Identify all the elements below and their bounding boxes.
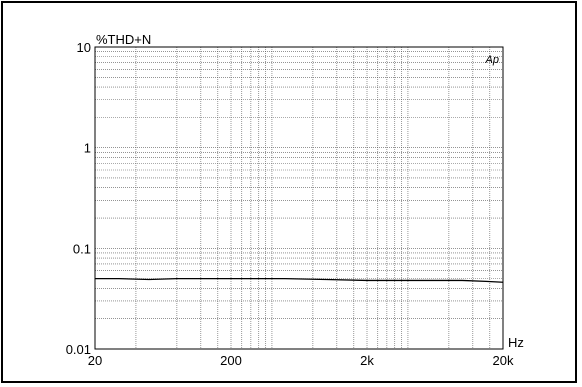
x-tick-label: 2k	[360, 353, 374, 368]
y-tick-label: 1	[84, 141, 91, 156]
x-tick-label: 20k	[493, 353, 514, 368]
plot-border	[94, 46, 504, 350]
series-line-0	[95, 277, 504, 283]
plot-area	[95, 47, 503, 349]
ap-watermark: Ap	[485, 54, 499, 66]
chart-frame	[1, 1, 577, 383]
x-tick-label: 20	[88, 353, 102, 368]
y-tick-label: 10	[77, 40, 91, 55]
y-axis-label: %THD+N	[96, 32, 151, 47]
y-tick-label: 0.1	[73, 241, 91, 256]
x-axis-label: Hz	[508, 335, 524, 350]
x-tick-label: 200	[220, 353, 242, 368]
y-tick-label: 0.01	[66, 342, 91, 357]
